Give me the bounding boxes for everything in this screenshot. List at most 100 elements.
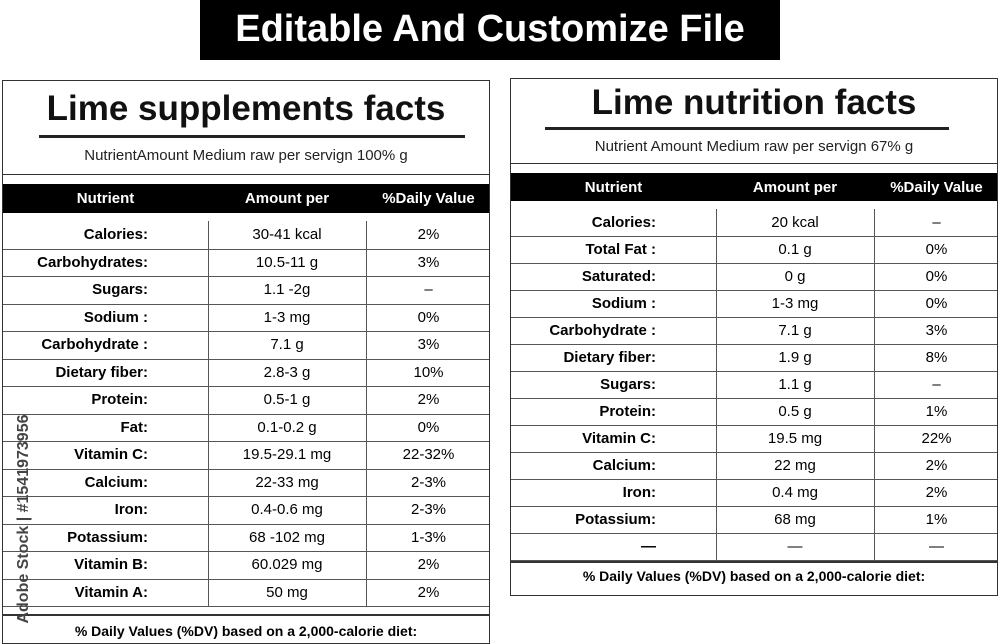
nutrient: Total Fat : (585, 241, 656, 258)
amount: 1-3 mg (771, 295, 819, 312)
col-line (366, 248, 367, 276)
nutrient: Calcium: (84, 473, 148, 491)
col-line (208, 551, 209, 579)
title-rule (545, 127, 949, 130)
daily-value: 3% (417, 336, 440, 354)
daily-value: 1-3% (410, 528, 447, 546)
daily-value: 22-32% (402, 446, 455, 464)
panel-title: Lime nutrition facts (591, 83, 917, 122)
col-line (366, 523, 367, 551)
nutrient: Vitamin B: (74, 556, 148, 574)
col-line (208, 303, 209, 331)
col-line (716, 398, 717, 425)
col-line (366, 386, 367, 414)
col-line (874, 371, 875, 398)
daily-value: 2% (925, 484, 948, 501)
daily-value: 2-3% (410, 501, 447, 519)
amount: 1.1 g (778, 376, 812, 393)
col-line (874, 209, 875, 236)
table-header: Nutrient Amount per %Daily Value (3, 184, 489, 213)
table-row: Sodium : 1-3 mg 0% (511, 290, 997, 318)
table-row: Sugars: 1.1 -2g – (3, 276, 489, 305)
amount: 7.1 g (778, 322, 812, 339)
header-cell: Nutrient (584, 178, 643, 196)
col-line (874, 533, 875, 560)
amount: 19.5-29.1 mg (242, 446, 332, 464)
amount: 22 mg (774, 457, 816, 474)
table-row: Potassium: 68 -102 mg 1-3% (3, 523, 489, 552)
table-row: — — — (511, 533, 997, 561)
header-cell: Amount per (244, 190, 330, 207)
table-row: Dietary fiber: 2.8-3 g 10% (3, 358, 489, 387)
table-row: Dietary fiber: 1.9 g 8% (511, 344, 997, 372)
col-line (366, 221, 367, 249)
nutrition-panel: Lime nutrition facts Nutrient Amount Medi… (510, 78, 998, 596)
col-line (366, 413, 367, 441)
col-line (208, 248, 209, 276)
col-line (716, 425, 717, 452)
daily-value: 10% (413, 363, 444, 381)
col-line (208, 496, 209, 524)
daily-value: 2% (925, 457, 948, 474)
table-row: Iron: 0.4 mg 2% (511, 479, 997, 507)
amount: 30-41 kcal (252, 226, 322, 244)
col-line (366, 276, 367, 304)
nutrient: Carbohydrate : (549, 322, 656, 339)
col-line (208, 221, 209, 249)
header-cell: Amount per (752, 178, 838, 196)
nutrient: — (641, 538, 656, 555)
nutrient: Sugars: (92, 281, 148, 299)
nutrient: Vitamin A: (74, 583, 148, 601)
daily-value: 0% (417, 308, 440, 326)
divider (511, 163, 997, 164)
table-row: Saturated: 0 g 0% (511, 263, 997, 291)
nutrient: Sodium : (83, 308, 148, 326)
daily-value: 8% (925, 349, 948, 366)
table-row: Protein: 0.5-1 g 2% (3, 386, 489, 415)
nutrient: Sodium : (591, 295, 656, 312)
col-line (208, 386, 209, 414)
table-row: Calcium: 22 mg 2% (511, 452, 997, 480)
daily-value: 0% (417, 418, 440, 436)
nutrient: Dietary fiber: (55, 363, 148, 381)
col-line (208, 468, 209, 496)
amount: 0.1-0.2 g (257, 418, 317, 436)
table-row: Sugars: 1.1 g – (511, 371, 997, 399)
col-line (716, 263, 717, 290)
col-line (366, 468, 367, 496)
col-line (716, 290, 717, 317)
amount: 50 mg (266, 583, 308, 601)
daily-value: 1% (925, 403, 948, 420)
col-line (874, 290, 875, 317)
daily-value: 0% (925, 268, 948, 285)
amount: 22-33 mg (255, 473, 319, 491)
footer-rule (3, 614, 489, 616)
table-row: Sodium : 1-3 mg 0% (3, 303, 489, 332)
nutrient: Iron: (114, 501, 148, 519)
col-line (716, 317, 717, 344)
col-line (208, 441, 209, 469)
col-line (716, 479, 717, 506)
serving-size: NutrientAmount Medium raw per servign 10… (84, 147, 408, 164)
nutrient: Potassium: (67, 528, 148, 546)
nutrient: Vitamin C: (74, 446, 148, 464)
amount: 19.5 mg (767, 430, 823, 447)
col-line (716, 209, 717, 236)
nutrient: Iron: (622, 484, 656, 501)
footer-rule (511, 561, 997, 563)
nutrient: Fat: (120, 418, 149, 436)
table-row: Calories: 30-41 kcal 2% (3, 221, 489, 250)
col-line (874, 263, 875, 290)
table-row: Vitamin C: 19.5 mg 22% (511, 425, 997, 453)
daily-value: 2% (417, 226, 440, 244)
daily-value: 2% (417, 583, 440, 601)
daily-value: – (932, 214, 941, 231)
col-line (208, 523, 209, 551)
daily-value: – (932, 376, 941, 393)
daily-value: 3% (925, 322, 948, 339)
nutrient: Vitamin C: (582, 430, 656, 447)
amount: 1.1 -2g (263, 281, 311, 299)
col-line (874, 479, 875, 506)
amount: 0.5 g (778, 403, 812, 420)
